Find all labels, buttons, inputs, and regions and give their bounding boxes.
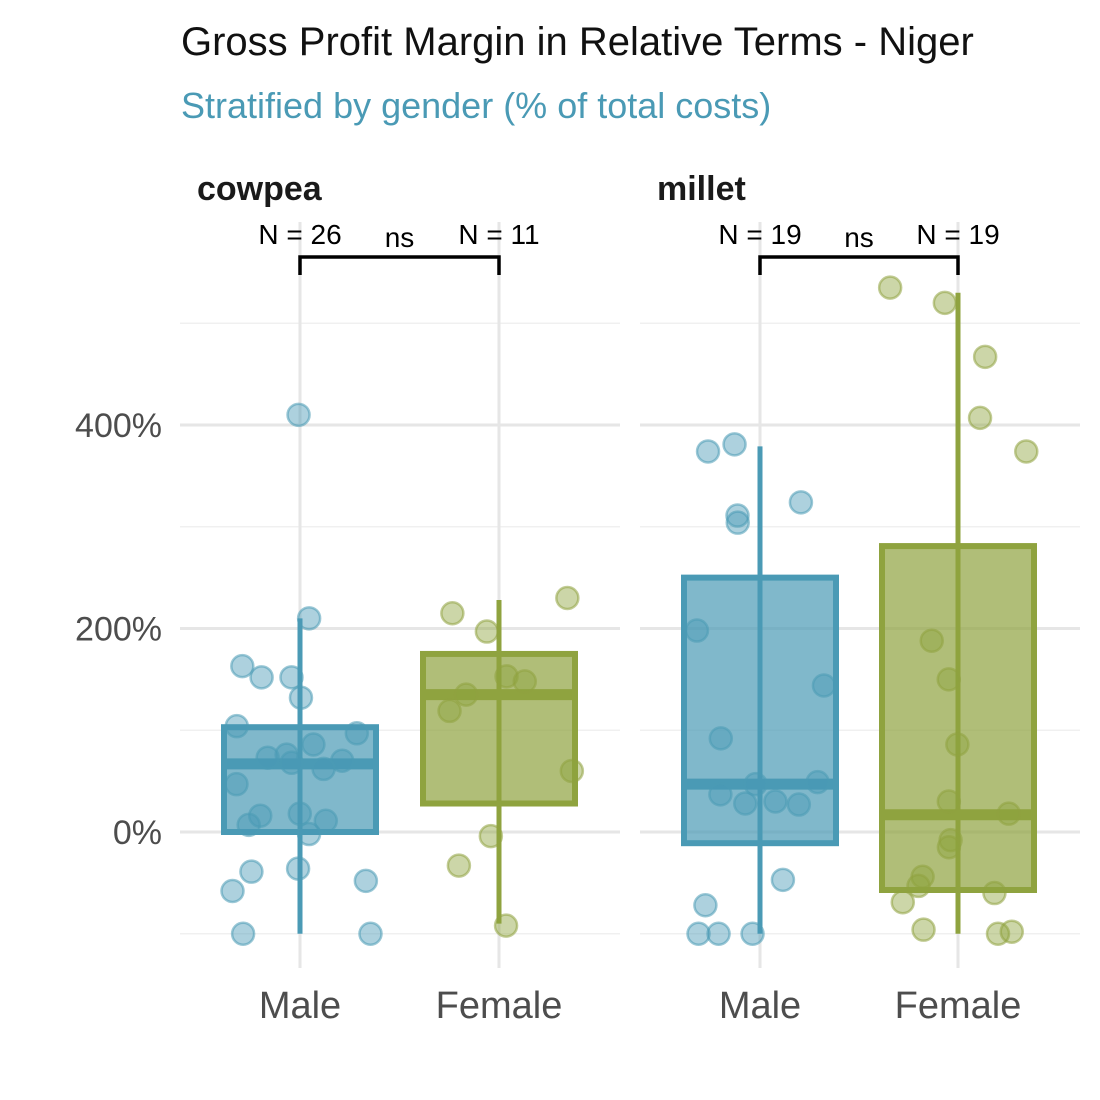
data-point [945, 732, 970, 757]
data-point [285, 856, 311, 881]
data-point [224, 771, 249, 797]
data-point [344, 721, 370, 746]
data-point [296, 606, 322, 631]
y-tick-label: 0% [113, 814, 162, 852]
box-male [221, 724, 379, 836]
x-tick-label: Female [436, 985, 563, 1027]
data-point [296, 821, 322, 847]
data-point [708, 726, 734, 751]
data-point [287, 801, 313, 826]
data-point [733, 791, 758, 816]
data-point [936, 667, 961, 692]
n-label: N = 11 [458, 219, 539, 250]
data-point [286, 402, 311, 428]
significance-label: ns [844, 222, 874, 253]
data-point [919, 628, 944, 653]
y-tick-label: 200% [75, 611, 162, 649]
n-label: N = 19 [718, 219, 801, 250]
data-point [311, 756, 336, 782]
data-point [996, 801, 1022, 826]
data-point [706, 921, 731, 946]
data-point [478, 823, 504, 849]
data-point [230, 921, 256, 946]
data-point [911, 917, 936, 942]
box-female [420, 650, 578, 807]
data-point [695, 439, 721, 464]
data-point [353, 868, 379, 894]
data-point [255, 745, 280, 770]
data-point [967, 405, 993, 431]
n-label: N = 19 [916, 219, 999, 250]
chart-subtitle: Stratified by gender (% of total costs) [181, 85, 771, 126]
data-point [230, 653, 255, 679]
data-point [686, 921, 711, 946]
x-tick-label: Male [259, 985, 341, 1027]
facet-panel-millet: millet N = 19 Male N = 19 Female ns [640, 170, 1080, 1027]
data-point [249, 665, 274, 690]
data-point [684, 618, 710, 643]
data-point [437, 698, 462, 724]
data-point [493, 913, 519, 938]
data-point [453, 682, 479, 707]
x-tick-label: Female [895, 985, 1022, 1027]
data-point [722, 432, 747, 457]
data-point [555, 585, 580, 611]
chart-title: Gross Profit Margin in Relative Terms - … [181, 20, 974, 64]
data-point [877, 275, 903, 300]
data-point [786, 792, 812, 817]
facet-label: cowpea [197, 170, 323, 208]
facet-label: millet [657, 170, 746, 208]
data-point [279, 665, 304, 690]
data-point [1014, 439, 1039, 464]
data-point [743, 771, 768, 797]
data-point [763, 789, 788, 814]
data-point [906, 873, 931, 899]
data-point [932, 290, 958, 316]
data-point [358, 921, 383, 946]
data-point [559, 758, 585, 784]
data-point [740, 921, 765, 946]
x-tick-label: Male [719, 985, 801, 1027]
data-point [982, 880, 1007, 906]
data-point [446, 853, 472, 878]
facets: cowpea N = 26 Male N = 11 Female ns millet N = … [180, 170, 1080, 1027]
y-tick-label: 400% [75, 407, 162, 445]
data-point [512, 669, 538, 694]
data-point [301, 732, 326, 757]
data-point [936, 789, 962, 814]
data-point [811, 673, 837, 698]
facet-panel-cowpea: cowpea N = 26 Male N = 11 Female ns [180, 170, 620, 1027]
data-point [313, 808, 339, 834]
data-point [725, 503, 750, 528]
data-point [693, 893, 718, 918]
y-axis: 0% 200% 400% [75, 407, 162, 852]
significance-label: ns [385, 222, 415, 253]
data-point [972, 344, 998, 370]
data-point [805, 769, 830, 795]
data-point [288, 685, 314, 710]
data-point [279, 750, 304, 776]
data-point [494, 664, 519, 689]
data-point [239, 859, 264, 884]
data-point [236, 812, 261, 838]
data-point [708, 782, 733, 807]
data-point [440, 600, 465, 626]
n-label: N = 26 [258, 219, 341, 250]
data-point [936, 835, 962, 860]
data-point [474, 619, 500, 644]
data-point [220, 878, 245, 904]
data-point [890, 889, 916, 915]
data-point [770, 867, 796, 893]
data-point [788, 490, 814, 515]
box-male [681, 574, 839, 847]
significance-bracket [298, 255, 501, 275]
data-point [224, 713, 250, 739]
significance-bracket [758, 255, 960, 275]
data-point [725, 510, 751, 535]
data-point [999, 919, 1025, 944]
